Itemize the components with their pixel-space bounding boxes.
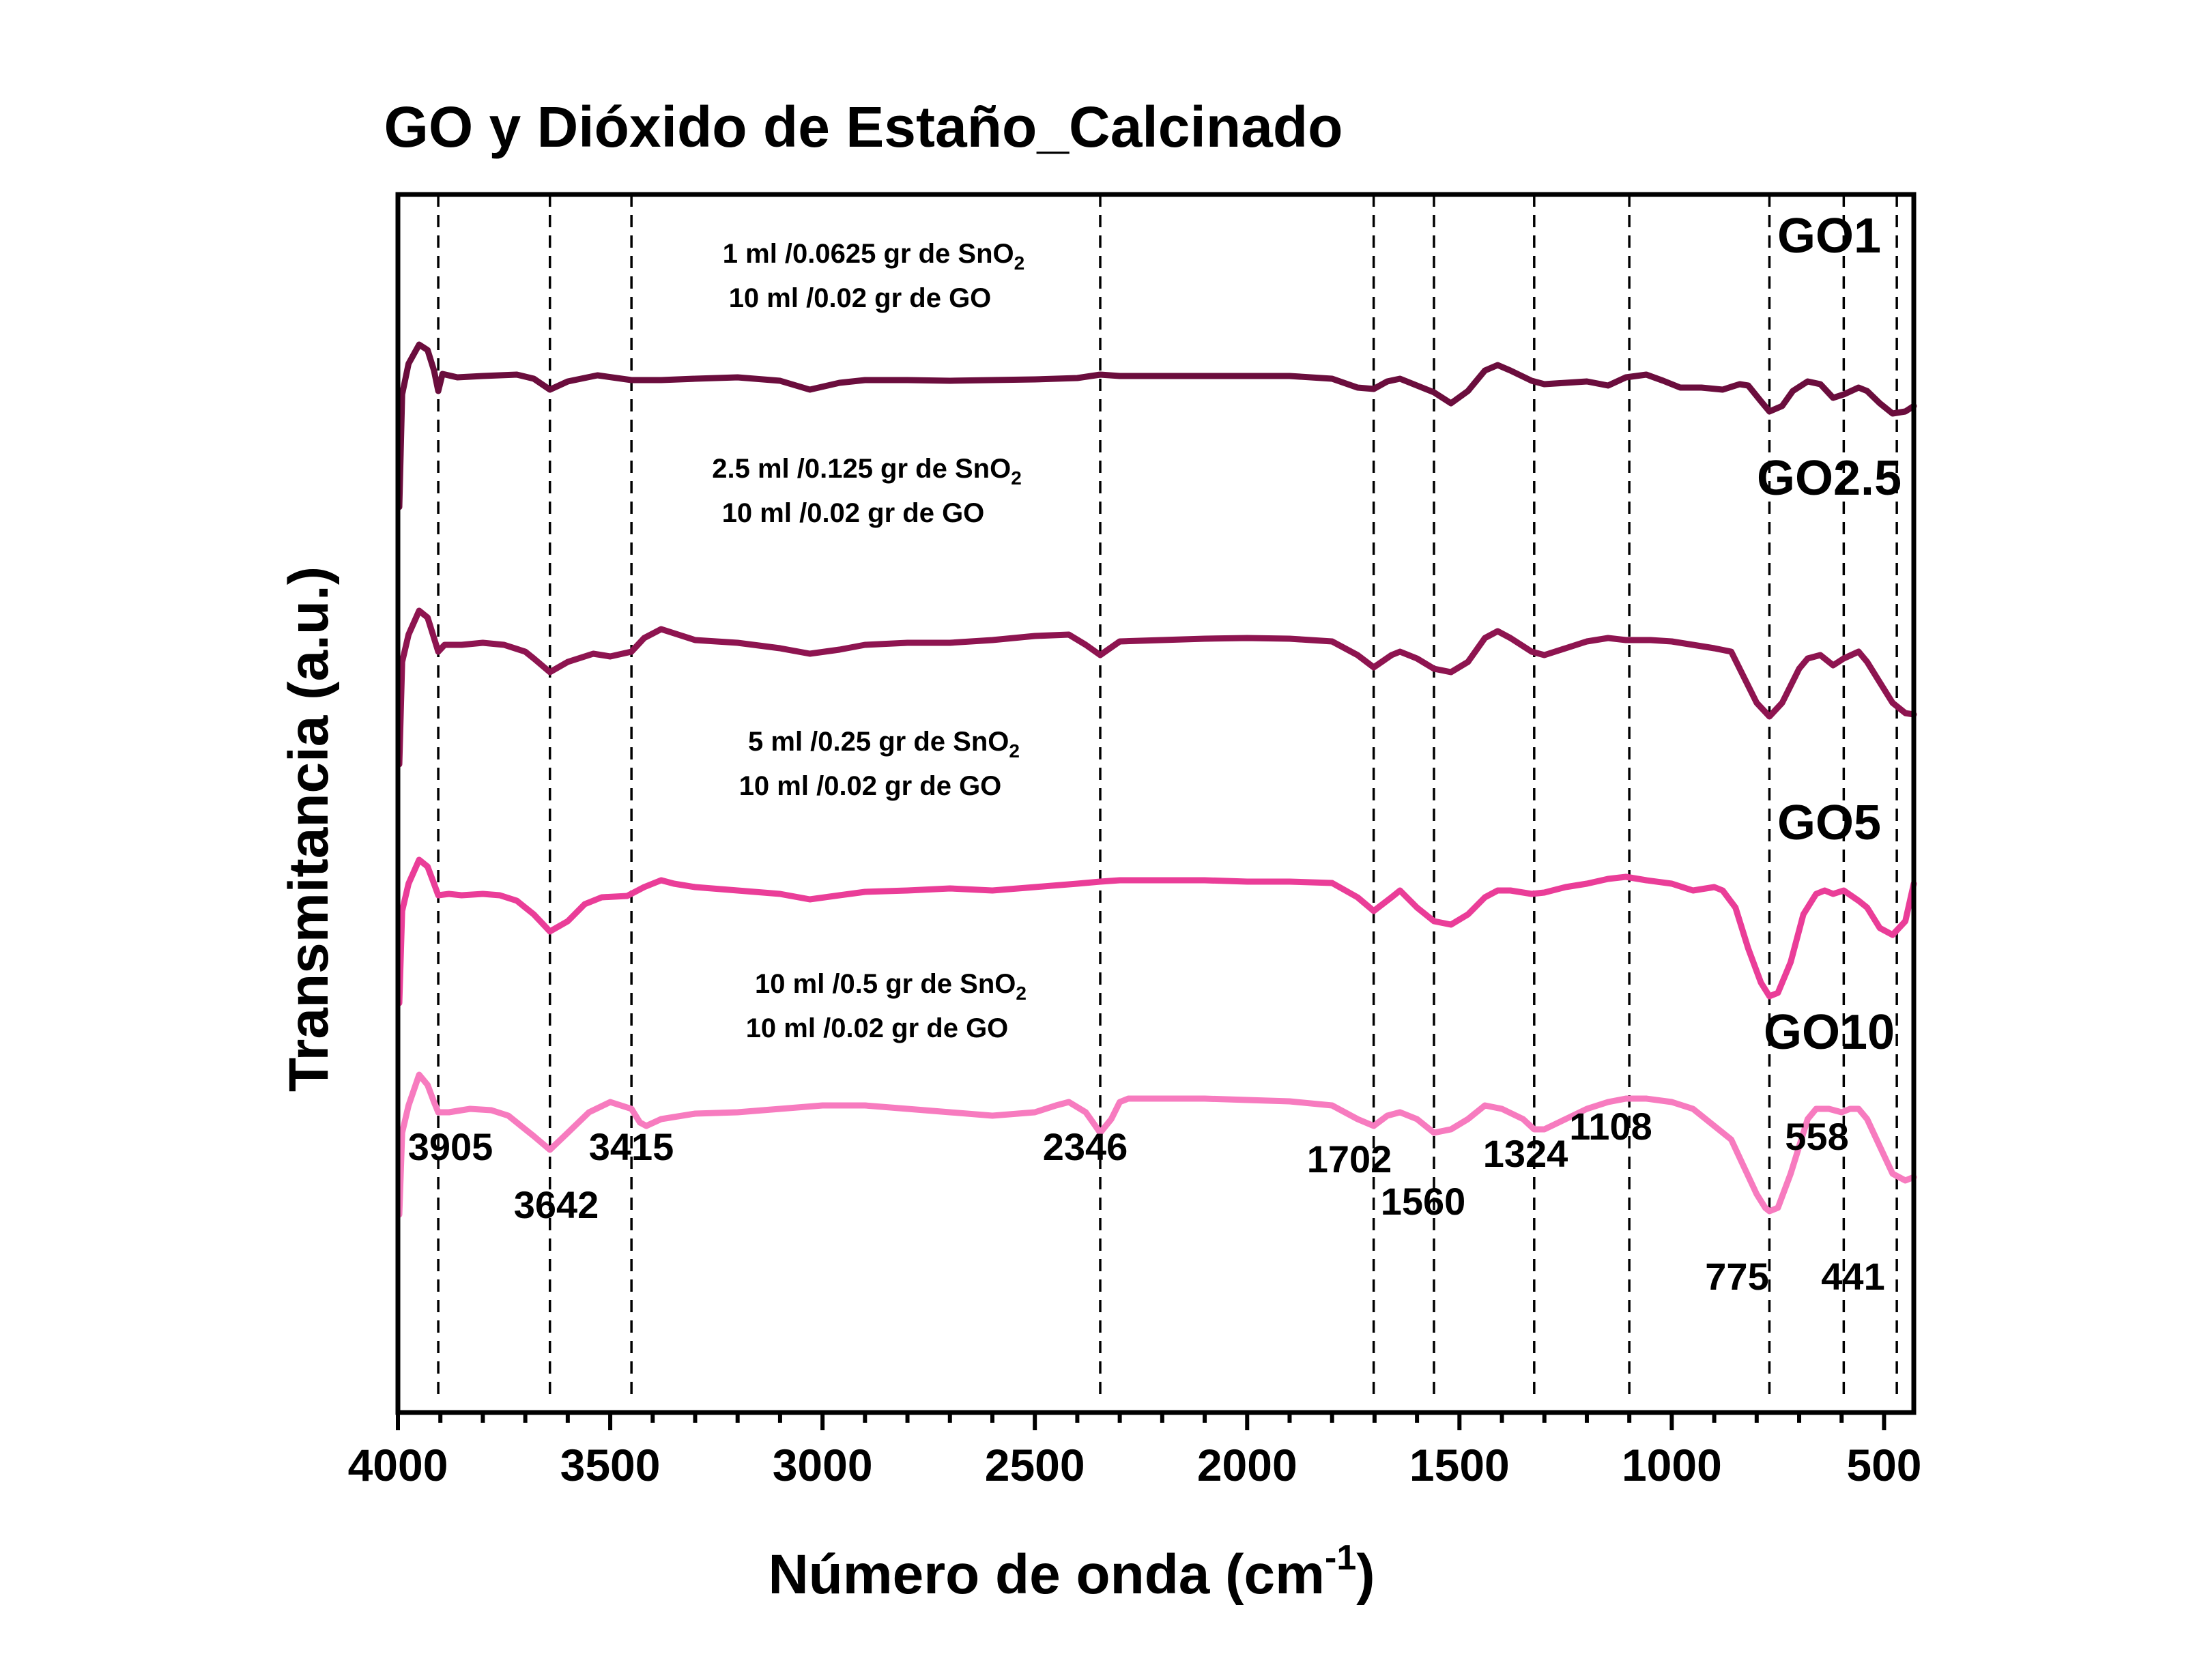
peak-label: 1108 bbox=[1569, 1105, 1652, 1148]
series-annotation-line2: 10 ml /0.02 gr de GO bbox=[746, 1013, 1009, 1043]
peak-label: 1560 bbox=[1381, 1180, 1466, 1223]
x-tick-label: 1500 bbox=[1409, 1440, 1510, 1490]
peak-label: 3905 bbox=[408, 1125, 493, 1168]
x-tick-label: 3500 bbox=[560, 1440, 661, 1490]
series-annotation-line2: 10 ml /0.02 gr de GO bbox=[739, 771, 1002, 801]
series-group bbox=[396, 341, 1917, 1218]
plot-frame bbox=[395, 192, 1917, 1415]
x-tick-label: 500 bbox=[1846, 1440, 1921, 1490]
peak-label: 1702 bbox=[1307, 1138, 1392, 1181]
peak-label: 3642 bbox=[514, 1183, 599, 1226]
chart-title: GO y Dióxido de Estaño_Calcinado bbox=[384, 95, 1343, 159]
series-label: GO10 bbox=[1764, 1005, 1895, 1060]
series-line-go1 bbox=[396, 341, 1917, 510]
series-label: GO1 bbox=[1777, 209, 1881, 263]
series-annotation-line1: 5 ml /0.25 gr de SnO2 bbox=[748, 727, 1020, 762]
annotations: GO1 1 ml /0.0625 gr de SnO2 10 ml /0.02 gr… bbox=[712, 209, 1902, 1060]
x-tick-label: 2500 bbox=[985, 1440, 1085, 1490]
series-annotation-line1: 10 ml /0.5 gr de SnO2 bbox=[755, 969, 1027, 1004]
x-axis-label-sup: -1 bbox=[1325, 1538, 1356, 1578]
peak-label: 1324 bbox=[1483, 1132, 1568, 1175]
series-label: GO5 bbox=[1777, 796, 1881, 850]
reference-lines bbox=[437, 194, 1898, 1399]
x-tick-label: 3000 bbox=[773, 1440, 873, 1490]
y-axis-label: Transmitancia (a.u.) bbox=[278, 566, 340, 1092]
peak-label: 558 bbox=[1785, 1115, 1848, 1158]
peak-label: 3415 bbox=[589, 1125, 674, 1168]
x-tick-label: 2000 bbox=[1197, 1440, 1297, 1490]
series-line-go5 bbox=[396, 856, 1917, 1006]
peak-label: 2346 bbox=[1043, 1125, 1128, 1168]
x-tick-label: 4000 bbox=[348, 1440, 448, 1490]
series-label: GO2.5 bbox=[1757, 451, 1902, 506]
series-line-go10 bbox=[396, 1071, 1917, 1218]
series-annotation-line1: 1 ml /0.0625 gr de SnO2 bbox=[723, 239, 1024, 274]
x-axis-label-close: ) bbox=[1356, 1544, 1375, 1606]
x-axis: 4000 3500 3000 2500 2000 1500 1000 500 bbox=[348, 1413, 1922, 1490]
x-tick-label: 1000 bbox=[1622, 1440, 1722, 1490]
series-annotation-line1: 2.5 ml /0.125 gr de SnO2 bbox=[712, 454, 1022, 489]
peak-label: 441 bbox=[1821, 1255, 1884, 1298]
x-axis-label-main: Número de onda (cm bbox=[768, 1544, 1325, 1606]
series-annotation-line2: 10 ml /0.02 gr de GO bbox=[722, 498, 985, 528]
series-line-go2-5 bbox=[396, 607, 1917, 768]
x-axis-label: Número de onda (cm-1) bbox=[768, 1538, 1375, 1606]
series-annotation-line2: 10 ml /0.02 gr de GO bbox=[729, 283, 992, 313]
peak-label: 775 bbox=[1705, 1255, 1768, 1298]
